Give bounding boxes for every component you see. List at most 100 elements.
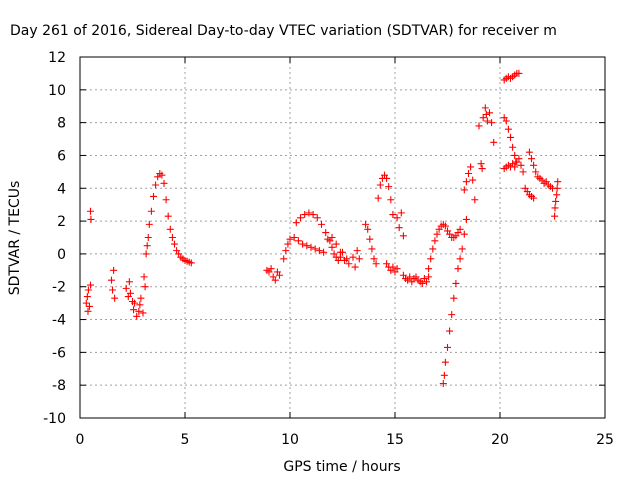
y-tick-label: -4 (52, 313, 66, 329)
data-point (433, 230, 441, 238)
data-point (456, 255, 464, 263)
axis-ticks (79, 56, 606, 419)
data-point (444, 343, 451, 351)
data-point (145, 220, 153, 228)
data-point (450, 294, 458, 302)
data-point (110, 266, 118, 274)
plot-frame (79, 56, 606, 419)
data-point (150, 192, 157, 200)
data-point (292, 219, 300, 227)
data-point (385, 183, 393, 191)
data-point (345, 260, 353, 268)
data-point (82, 299, 90, 307)
y-tick-label: 6 (57, 148, 66, 164)
data-point (364, 225, 372, 233)
data-point (517, 161, 525, 169)
data-point (448, 311, 456, 319)
data-point (393, 214, 401, 222)
data-point (131, 299, 139, 307)
data-point (372, 260, 380, 268)
data-point (87, 281, 94, 289)
data-point (313, 214, 321, 222)
data-point (139, 309, 147, 317)
data-point (147, 207, 155, 215)
grid-lines (80, 57, 605, 418)
data-point (87, 207, 94, 215)
data-point (303, 242, 311, 250)
data-point (423, 278, 430, 286)
data-point (271, 276, 279, 284)
data-point (554, 178, 562, 186)
data-point (553, 191, 561, 199)
data-point (553, 184, 561, 192)
data-point (515, 69, 523, 77)
data-point (307, 243, 315, 251)
y-tick-label: -2 (52, 280, 66, 296)
data-point (362, 220, 370, 228)
data-point (309, 211, 317, 219)
data-point (328, 243, 336, 251)
chart-title: Day 261 of 2016, Sidereal Day-to-day VTE… (10, 23, 557, 39)
x-tick-label: 5 (181, 432, 190, 448)
y-tick-label: 2 (57, 214, 66, 230)
x-axis-label: GPS time / hours (283, 459, 400, 475)
data-point (305, 209, 313, 217)
data-point (452, 279, 460, 287)
data-point (509, 143, 517, 151)
data-point (366, 235, 374, 243)
y-tick-label: 8 (57, 116, 66, 132)
data-point (462, 215, 470, 223)
data-point (140, 273, 148, 281)
data-point (141, 283, 149, 291)
data-point (311, 245, 319, 253)
data-point (125, 278, 133, 286)
x-tick-label: 15 (386, 432, 404, 448)
data-point (454, 265, 462, 273)
x-tick-label: 25 (596, 432, 614, 448)
data-point (478, 165, 486, 173)
data-point (376, 181, 384, 189)
data-point (83, 293, 91, 301)
data-point (530, 161, 538, 169)
y-tick-label: -10 (43, 411, 66, 427)
data-point (504, 125, 512, 133)
data-point (525, 148, 533, 156)
data-point (324, 235, 332, 243)
data-point (280, 255, 288, 263)
data-point (84, 286, 92, 294)
data-point (137, 294, 145, 302)
data-point (383, 174, 391, 182)
x-tick-labels: 0 5 10 15 20 25 (76, 432, 614, 448)
y-axis-label: SDTVAR / TECUs (7, 181, 23, 296)
data-point (511, 163, 519, 171)
data-point (320, 248, 328, 256)
data-point (389, 263, 397, 271)
data-point (336, 248, 344, 256)
data-point (276, 271, 283, 279)
data-point (168, 234, 176, 241)
data-point (315, 247, 323, 255)
data-point (393, 265, 401, 273)
data-point (349, 253, 357, 261)
data-point (286, 235, 294, 243)
data-point (162, 196, 170, 204)
data-point (109, 286, 117, 294)
data-point (164, 212, 172, 220)
y-tick-label: -8 (52, 378, 66, 394)
data-point (482, 110, 490, 118)
x-tick-label: 0 (76, 432, 85, 448)
y-tick-label: 0 (57, 247, 66, 263)
data-point (135, 307, 143, 315)
data-point (511, 151, 519, 159)
data-point (530, 194, 538, 202)
data-point (374, 194, 382, 202)
data-point (507, 133, 514, 141)
data-point (479, 114, 487, 122)
x-tick-label: 20 (491, 432, 509, 448)
y-tick-labels: -10 -8 -6 -4 -2 0 2 4 6 8 10 12 (43, 50, 66, 427)
data-point (84, 307, 92, 315)
data-point (460, 230, 468, 238)
data-point (440, 371, 448, 379)
data-point (353, 247, 361, 255)
data-point (462, 178, 470, 186)
